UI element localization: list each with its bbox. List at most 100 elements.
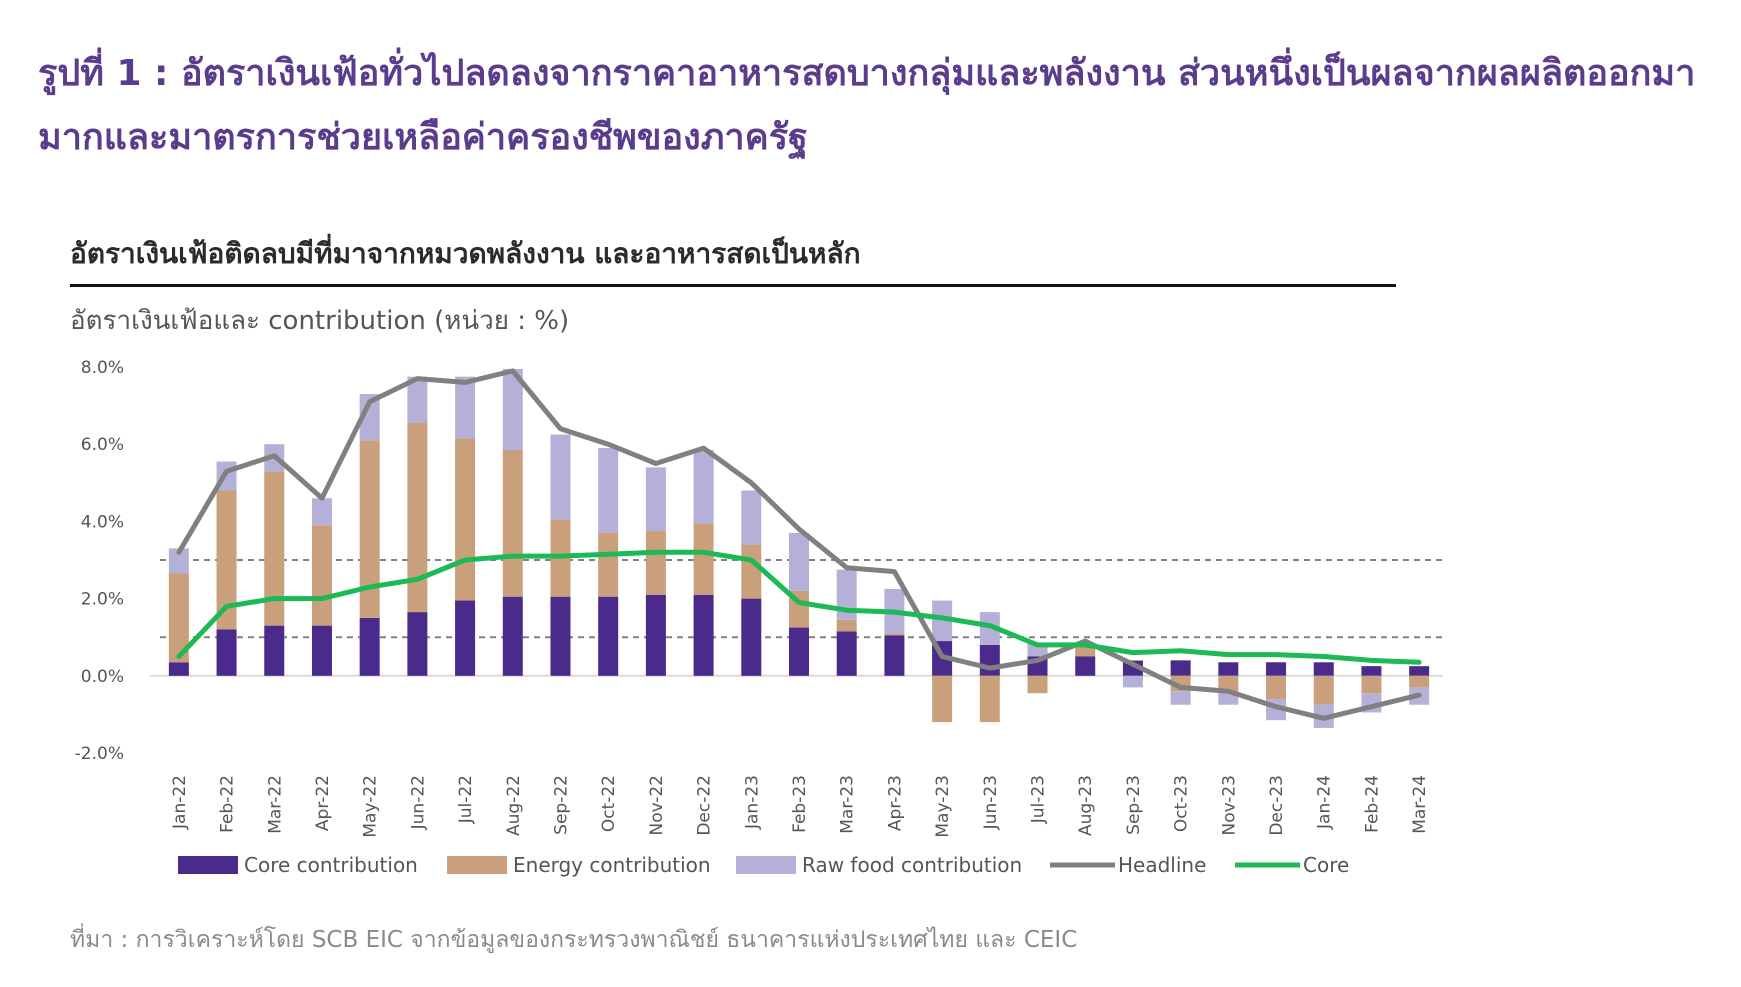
core-contribution-bar: [264, 625, 285, 676]
core-contribution-bar: [407, 612, 428, 676]
energy-contribution-bar: [836, 619, 857, 632]
x-tick-label: Feb-24: [1362, 775, 1382, 833]
energy-contribution-bar: [645, 531, 666, 595]
y-tick-label: 2.0%: [81, 590, 124, 610]
core-contribution-bar: [645, 594, 666, 676]
x-tick-label: Oct-22: [599, 775, 619, 832]
x-tick-label: May-22: [361, 775, 381, 838]
energy-contribution-bar: [884, 633, 905, 636]
raw-food-contribution-bar: [502, 368, 523, 450]
core-contribution-bar: [1409, 666, 1430, 676]
energy-contribution-bar: [693, 523, 714, 595]
legend-label-core: Core: [1303, 853, 1349, 877]
energy-contribution-bar: [216, 490, 237, 630]
raw-food-contribution-bar: [455, 376, 476, 439]
energy-contribution-bar: [359, 440, 380, 618]
raw-food-contribution-bar: [407, 376, 428, 423]
x-tick-label: Aug-23: [1076, 775, 1096, 836]
x-tick-label: Nov-23: [1219, 775, 1239, 836]
raw-food-contribution-bar: [645, 467, 666, 532]
x-tick-label: Mar-24: [1410, 775, 1430, 834]
core-contribution-bar: [502, 596, 523, 676]
energy-contribution-bar: [598, 532, 619, 597]
core-contribution-bar: [1313, 662, 1334, 676]
core-contribution-bar: [1266, 662, 1287, 676]
x-tick-label: Feb-22: [218, 775, 238, 833]
core-contribution-bar: [455, 600, 476, 676]
energy-contribution-bar: [1027, 675, 1048, 694]
raw-food-contribution-bar: [550, 434, 571, 520]
x-tick-label: Mar-22: [265, 775, 285, 834]
x-tick-label: May-23: [933, 775, 953, 838]
y-tick-label: 8.0%: [81, 358, 124, 378]
x-tick-label: Sep-22: [551, 775, 571, 835]
energy-contribution-bar: [1313, 675, 1334, 705]
raw-food-contribution-bar: [168, 548, 189, 574]
energy-contribution-bar: [1075, 644, 1096, 657]
core-contribution-bar: [741, 598, 762, 676]
x-tick-label: Mar-23: [838, 775, 858, 834]
legend-label-raw-food-contribution: Raw food contribution: [802, 853, 1022, 877]
x-tick-label: Aug-22: [504, 775, 524, 836]
legend-label-energy-contribution: Energy contribution: [513, 853, 711, 877]
y-tick-label: 0.0%: [81, 667, 124, 687]
core-contribution-bar: [1218, 662, 1239, 676]
x-tick-label: Jan-23: [742, 775, 762, 830]
raw-food-contribution-bar: [359, 394, 380, 441]
raw-food-contribution-bar: [693, 449, 714, 524]
y-tick-label: -2.0%: [75, 744, 124, 764]
energy-contribution-bar: [979, 675, 1000, 723]
chart-subtitle: อัตราเงินเฟ้อและ contribution (หน่วย : %…: [70, 306, 570, 336]
raw-food-contribution-bar: [1170, 691, 1191, 705]
core-contribution-bar: [884, 635, 905, 676]
core-contribution-bar: [311, 625, 332, 676]
x-tick-label: Apr-23: [885, 775, 905, 831]
legend-label-headline: Headline: [1118, 853, 1206, 877]
energy-contribution-bar: [1409, 675, 1430, 688]
core-contribution-bar: [359, 617, 380, 676]
legend-label-core-contribution: Core contribution: [244, 853, 418, 877]
raw-food-contribution-bar: [741, 490, 762, 545]
energy-contribution-bar: [741, 544, 762, 599]
core-contribution-bar: [1361, 666, 1382, 676]
energy-contribution-bar: [264, 471, 285, 626]
chart-title-divider: [70, 284, 1396, 287]
core-contribution-bar: [693, 594, 714, 676]
energy-contribution-bar: [1218, 675, 1239, 692]
core-line: [176, 549, 1422, 665]
energy-contribution-bar: [1122, 660, 1143, 661]
x-tick-label: Oct-23: [1172, 775, 1192, 832]
x-tick-label: Jan-22: [170, 775, 190, 830]
raw-food-contribution-bar: [979, 612, 1000, 645]
raw-food-contribution-bar: [789, 532, 809, 591]
legend-swatch-energy-contribution: [447, 856, 507, 874]
legend-swatch-raw-food-contribution: [736, 856, 796, 874]
chart-title: อัตราเงินเฟ้อติดลบมีที่มาจากหมวดพลังงาน …: [70, 237, 861, 270]
core-contribution-bar: [789, 627, 809, 676]
energy-contribution-bar: [311, 525, 332, 626]
raw-food-contribution-bar: [598, 448, 619, 533]
core-contribution-bar: [979, 644, 1000, 676]
x-tick-label: Dec-22: [695, 775, 715, 836]
x-tick-label: Jan-24: [1315, 775, 1335, 830]
energy-contribution-bar: [455, 438, 476, 601]
energy-contribution-bar: [168, 573, 189, 663]
energy-contribution-bar: [932, 675, 953, 723]
energy-contribution-bar: [502, 449, 523, 597]
core-contribution-bar: [168, 662, 189, 676]
core-contribution-bar: [1075, 656, 1096, 676]
x-tick-label: Jul-22: [456, 775, 476, 824]
core-contribution-bar: [598, 596, 619, 676]
core-contribution-bar: [550, 596, 571, 676]
energy-contribution-bar: [407, 422, 428, 613]
legend-swatch-core-contribution: [178, 856, 238, 874]
x-tick-label: Jul-23: [1029, 775, 1049, 824]
x-tick-label: Nov-22: [647, 775, 667, 836]
x-tick-label: Sep-23: [1124, 775, 1144, 835]
x-tick-label: Feb-23: [790, 775, 810, 833]
figure-title: รูปที่ 1 : อัตราเงินเฟ้อทั่วไปลดลงจากราค…: [38, 53, 1696, 158]
core-contribution-bar: [836, 631, 857, 676]
raw-food-contribution-bar: [311, 498, 332, 526]
raw-food-contribution-bar: [932, 600, 953, 642]
